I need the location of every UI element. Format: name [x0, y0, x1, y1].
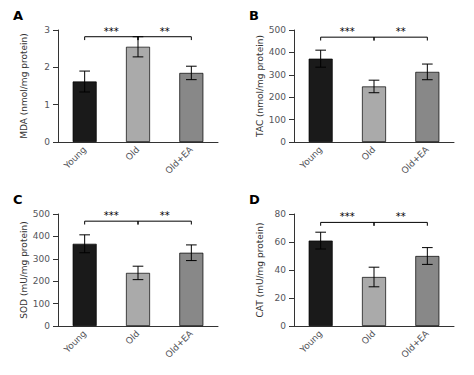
svg-text:A: A: [13, 8, 23, 23]
svg-text:B: B: [249, 8, 259, 23]
svg-text:500: 500: [33, 209, 50, 219]
svg-text:**: **: [160, 26, 170, 37]
svg-text:100: 100: [33, 299, 50, 309]
svg-text:C: C: [13, 192, 23, 207]
svg-text:Young: Young: [297, 144, 324, 171]
svg-text:Young: Young: [61, 328, 88, 355]
svg-text:**: **: [396, 211, 406, 222]
svg-text:D: D: [249, 192, 260, 207]
svg-text:Old: Old: [360, 144, 378, 162]
svg-text:500: 500: [269, 25, 286, 35]
svg-text:0: 0: [280, 321, 286, 331]
svg-text:3: 3: [44, 25, 50, 35]
svg-text:60: 60: [275, 237, 287, 247]
svg-text:0: 0: [44, 137, 50, 147]
svg-text:1: 1: [44, 100, 50, 110]
svg-text:200: 200: [33, 276, 50, 286]
svg-text:20: 20: [275, 293, 287, 303]
svg-text:***: ***: [340, 211, 355, 222]
svg-text:200: 200: [269, 92, 286, 102]
svg-text:400: 400: [33, 231, 50, 241]
svg-text:**: **: [160, 210, 170, 221]
svg-text:CAT (mU/mg protein): CAT (mU/mg protein): [255, 223, 265, 318]
svg-text:SOD (mU/mg protein): SOD (mU/mg protein): [19, 221, 29, 318]
svg-text:Young: Young: [61, 144, 88, 171]
svg-text:40: 40: [275, 265, 287, 275]
svg-text:300: 300: [33, 254, 50, 264]
svg-text:0: 0: [44, 321, 50, 331]
svg-text:100: 100: [269, 115, 286, 125]
svg-text:MDA (nmol/mg protein): MDA (nmol/mg protein): [19, 33, 29, 138]
svg-text:***: ***: [104, 26, 119, 37]
svg-text:0: 0: [280, 137, 286, 147]
svg-text:Old: Old: [124, 328, 142, 346]
svg-text:300: 300: [269, 70, 286, 80]
svg-text:Old: Old: [124, 144, 142, 162]
svg-text:Old+EA: Old+EA: [399, 144, 431, 176]
svg-text:Young: Young: [297, 328, 324, 355]
svg-text:400: 400: [269, 47, 286, 57]
svg-text:**: **: [396, 26, 406, 37]
svg-text:TAC (nmol/mg protein): TAC (nmol/mg protein): [255, 35, 265, 138]
svg-text:2: 2: [44, 62, 50, 72]
svg-text:Old+EA: Old+EA: [163, 144, 195, 176]
svg-text:Old: Old: [360, 328, 378, 346]
svg-text:Old+EA: Old+EA: [163, 328, 195, 360]
svg-text:***: ***: [340, 26, 355, 37]
svg-text:80: 80: [275, 209, 287, 219]
svg-text:Old+EA: Old+EA: [399, 328, 431, 360]
svg-text:***: ***: [104, 210, 119, 221]
